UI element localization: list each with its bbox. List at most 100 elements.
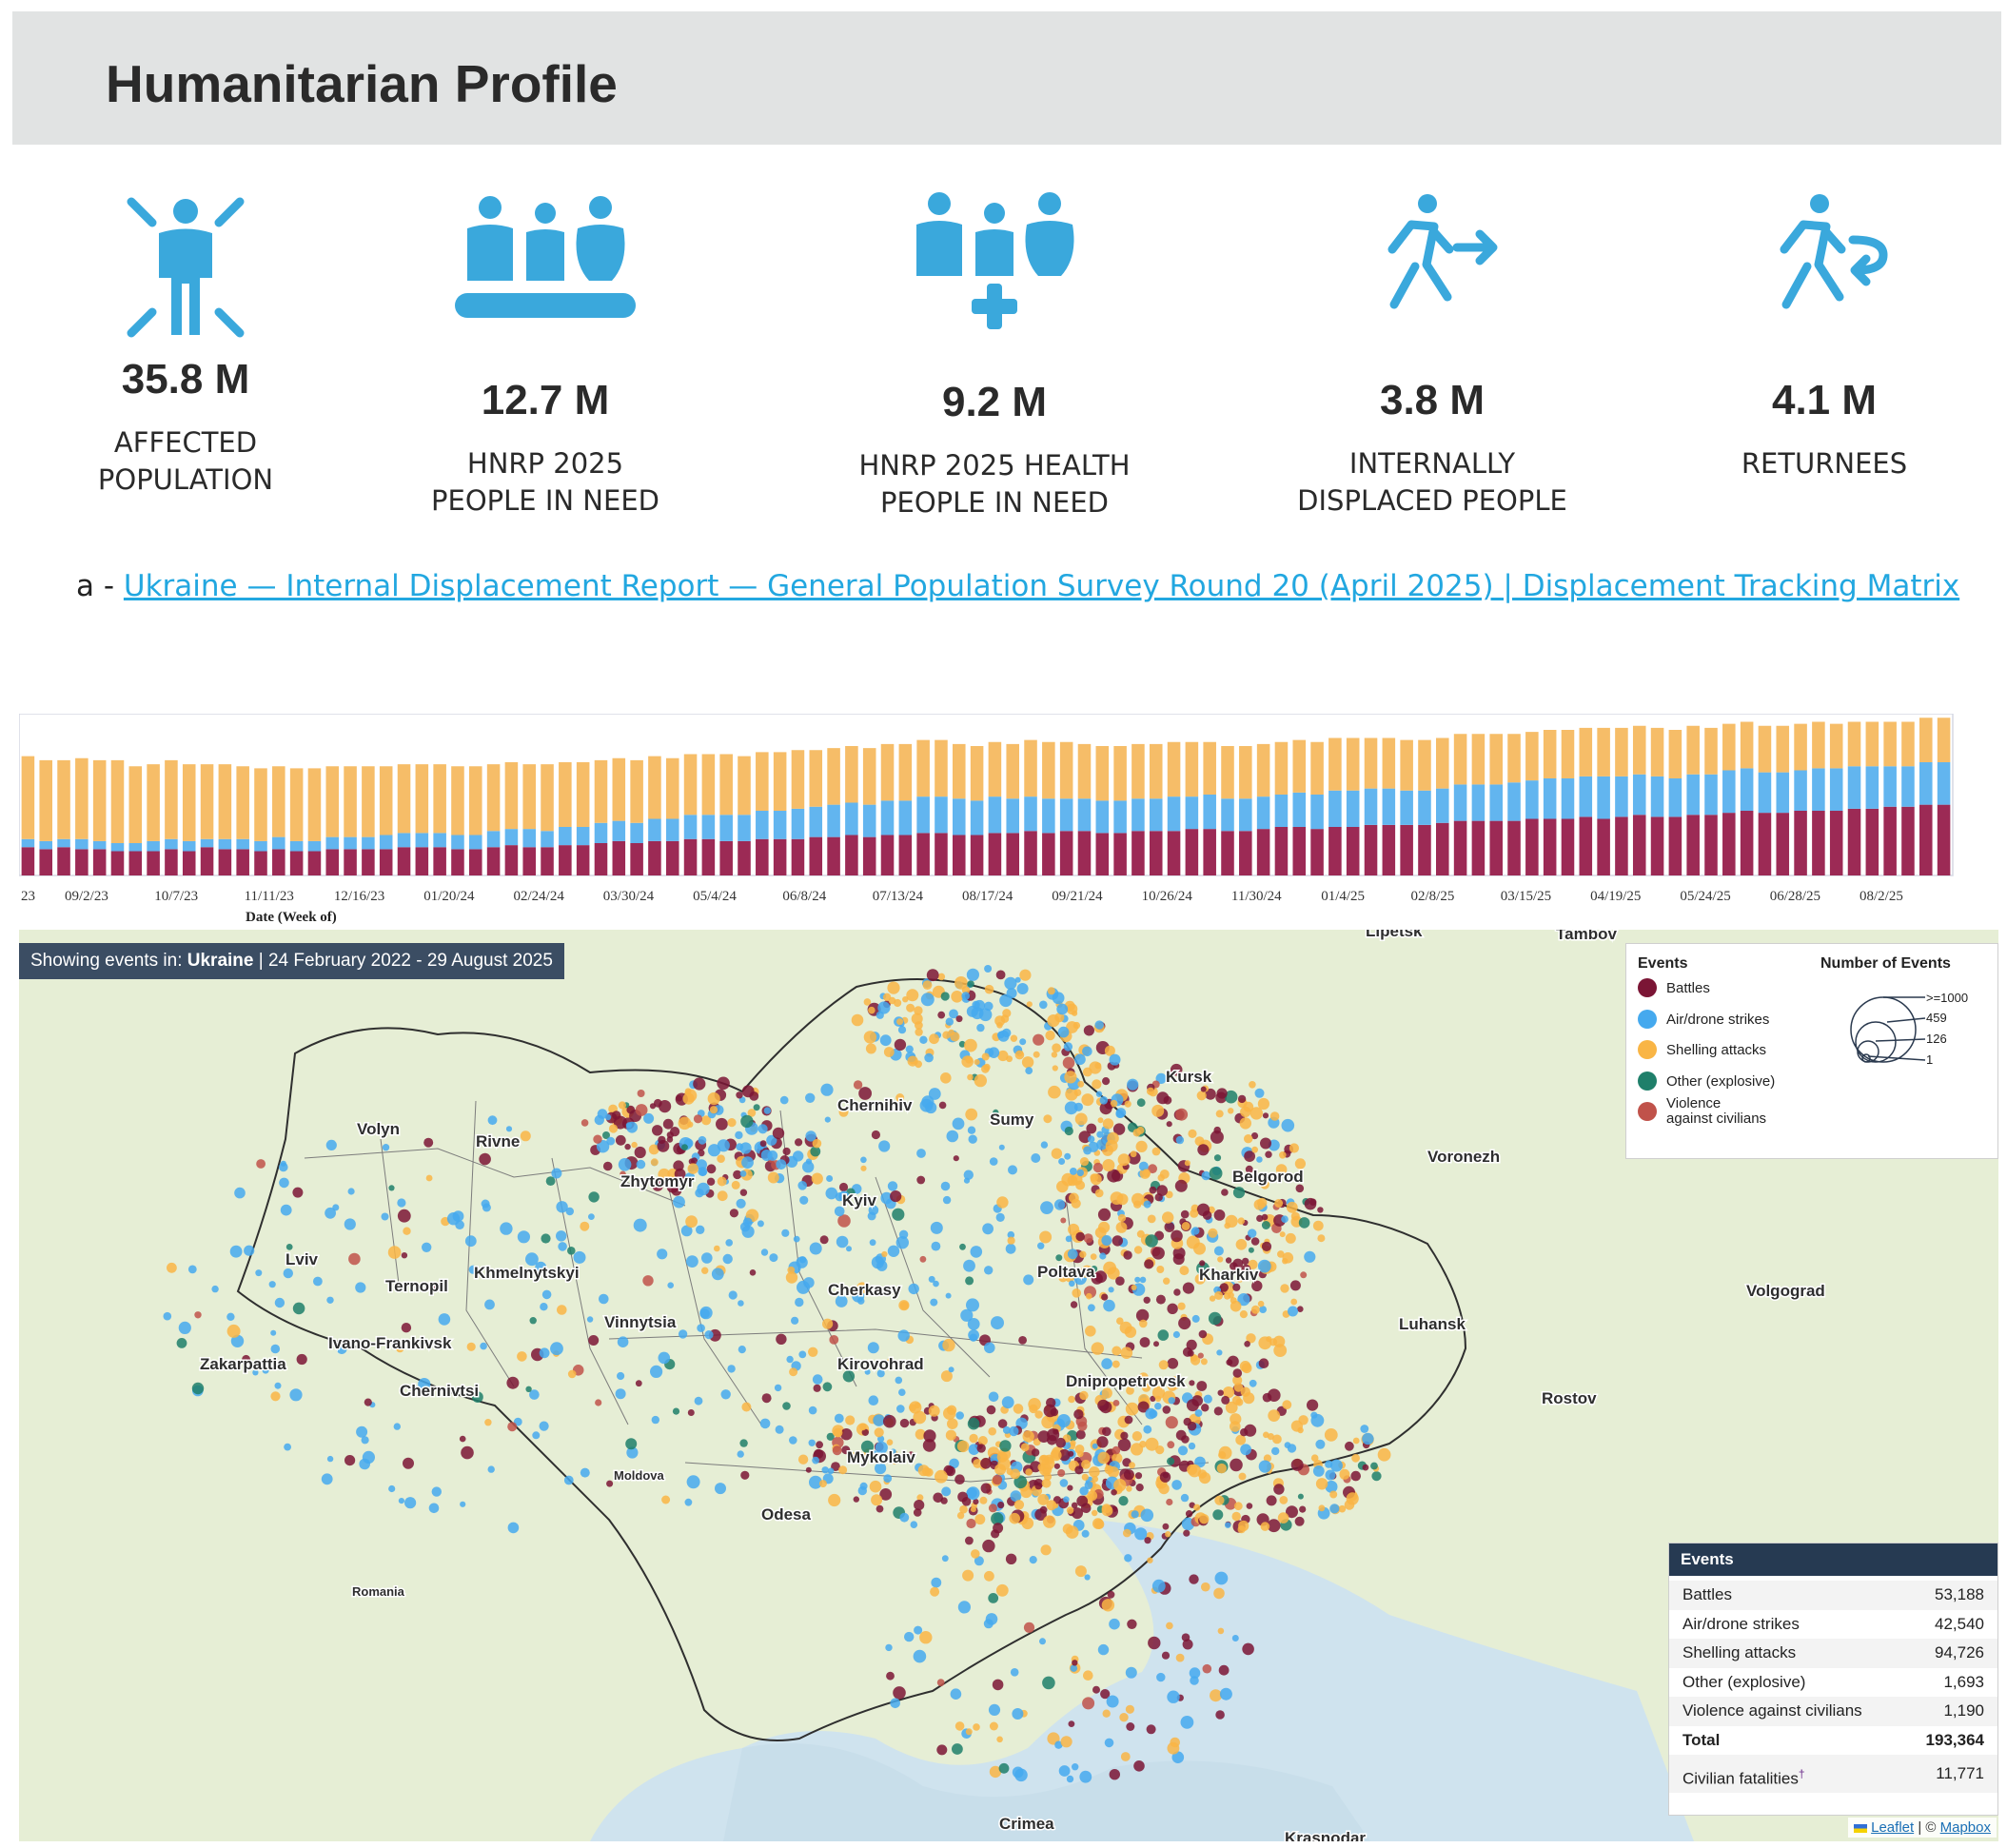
event-marker-battles[interactable] — [670, 1127, 680, 1137]
event-marker-shelling[interactable] — [1066, 1003, 1078, 1015]
event-marker-air-drone[interactable] — [809, 1242, 822, 1255]
event-marker-shelling[interactable] — [890, 1455, 900, 1465]
event-marker-shelling[interactable] — [1155, 1445, 1165, 1455]
event-marker-air-drone[interactable] — [966, 968, 979, 981]
event-marker-violence[interactable] — [853, 1080, 863, 1090]
event-marker-air-drone[interactable] — [686, 1255, 699, 1268]
event-marker-shelling[interactable] — [1167, 1741, 1180, 1755]
event-marker-shelling[interactable] — [863, 998, 872, 1006]
event-marker-other-explosive[interactable] — [952, 1743, 963, 1755]
event-marker-shelling[interactable] — [1237, 1217, 1246, 1225]
event-marker-shelling[interactable] — [822, 1318, 834, 1329]
event-marker-shelling[interactable] — [812, 1138, 822, 1149]
event-marker-shelling[interactable] — [1068, 1395, 1075, 1404]
event-marker-battles[interactable] — [1124, 1415, 1133, 1425]
event-marker-air-drone[interactable] — [284, 1443, 291, 1451]
event-marker-shelling[interactable] — [1312, 1220, 1324, 1231]
event-marker-shelling[interactable] — [1208, 1228, 1218, 1238]
event-marker-air-drone[interactable] — [464, 1235, 477, 1248]
event-marker-battles[interactable] — [1244, 1341, 1250, 1347]
event-marker-shelling[interactable] — [845, 1415, 856, 1425]
event-marker-battles[interactable] — [816, 1441, 823, 1449]
event-marker-air-drone[interactable] — [686, 1475, 700, 1489]
event-marker-shelling[interactable] — [1177, 1302, 1186, 1310]
event-marker-air-drone[interactable] — [535, 1261, 547, 1273]
event-marker-violence[interactable] — [1112, 1400, 1120, 1406]
event-marker-shelling[interactable] — [1082, 1067, 1092, 1077]
event-marker-air-drone[interactable] — [961, 992, 970, 1000]
event-marker-air-drone[interactable] — [955, 1411, 964, 1420]
event-marker-shelling[interactable] — [1010, 1034, 1018, 1042]
event-marker-air-drone[interactable] — [945, 1017, 954, 1026]
event-marker-shelling[interactable] — [1038, 1463, 1053, 1476]
event-marker-shelling[interactable] — [1248, 1259, 1258, 1269]
event-marker-shelling[interactable] — [1060, 1736, 1072, 1748]
event-marker-air-drone[interactable] — [793, 1150, 804, 1162]
event-marker-air-drone[interactable] — [930, 1298, 938, 1307]
event-marker-air-drone[interactable] — [558, 1242, 567, 1251]
event-marker-battles[interactable] — [423, 1137, 434, 1148]
event-marker-air-drone[interactable] — [1271, 1446, 1280, 1456]
event-marker-other-explosive[interactable] — [1208, 1311, 1222, 1326]
event-marker-shelling[interactable] — [1092, 1509, 1098, 1517]
event-marker-air-drone[interactable] — [826, 1175, 834, 1182]
event-marker-air-drone[interactable] — [796, 1256, 808, 1268]
event-marker-shelling[interactable] — [517, 1351, 527, 1362]
event-marker-shelling[interactable] — [1279, 1151, 1287, 1159]
event-marker-shelling[interactable] — [1129, 1462, 1135, 1469]
event-marker-battles[interactable] — [1115, 1276, 1125, 1286]
event-marker-battles[interactable] — [1242, 1257, 1249, 1266]
event-marker-air-drone[interactable] — [1284, 1442, 1291, 1448]
event-marker-shelling[interactable] — [1135, 1140, 1148, 1152]
event-marker-battles[interactable] — [965, 1536, 974, 1545]
event-marker-shelling[interactable] — [1231, 1511, 1241, 1522]
event-marker-violence[interactable] — [593, 1134, 602, 1144]
event-marker-shelling[interactable] — [971, 1549, 980, 1559]
event-marker-air-drone[interactable] — [1180, 1716, 1194, 1729]
event-marker-air-drone[interactable] — [255, 1269, 263, 1277]
event-marker-shelling[interactable] — [1249, 1107, 1264, 1120]
event-marker-air-drone[interactable] — [446, 1212, 461, 1226]
event-marker-shelling[interactable] — [1141, 1383, 1151, 1392]
event-marker-battles[interactable] — [1241, 1264, 1251, 1274]
event-marker-shelling[interactable] — [838, 1107, 849, 1117]
event-marker-shelling[interactable] — [828, 1493, 841, 1507]
event-marker-air-drone[interactable] — [933, 1280, 939, 1288]
event-marker-shelling[interactable] — [1092, 1079, 1102, 1090]
event-marker-air-drone[interactable] — [1191, 1227, 1200, 1235]
event-marker-battles[interactable] — [666, 1180, 679, 1193]
event-marker-air-drone[interactable] — [697, 1324, 705, 1332]
event-marker-battles[interactable] — [1153, 1341, 1159, 1347]
event-marker-air-drone[interactable] — [1249, 1379, 1257, 1387]
event-marker-shelling[interactable] — [1125, 1402, 1139, 1416]
event-marker-battles[interactable] — [955, 1015, 963, 1023]
event-marker-other-explosive[interactable] — [1298, 1217, 1310, 1229]
event-marker-shelling[interactable] — [1094, 1189, 1104, 1198]
event-marker-shelling[interactable] — [701, 1115, 712, 1126]
event-marker-air-drone[interactable] — [741, 1156, 754, 1169]
event-marker-air-drone[interactable] — [867, 1342, 879, 1354]
event-marker-battles[interactable] — [1127, 1619, 1137, 1629]
event-marker-air-drone[interactable] — [791, 1316, 799, 1325]
event-marker-shelling[interactable] — [833, 1427, 843, 1438]
event-marker-shelling[interactable] — [741, 1402, 752, 1412]
event-marker-shelling[interactable] — [1277, 1250, 1285, 1258]
event-marker-battles[interactable] — [1256, 1214, 1264, 1222]
event-marker-air-drone[interactable] — [397, 1198, 406, 1208]
event-marker-battles[interactable] — [995, 970, 1006, 980]
event-marker-battles[interactable] — [886, 1671, 895, 1681]
event-marker-shelling[interactable] — [1163, 1277, 1171, 1285]
event-marker-battles[interactable] — [602, 1161, 613, 1171]
event-marker-air-drone[interactable] — [963, 1259, 975, 1272]
event-marker-air-drone[interactable] — [313, 1276, 323, 1287]
event-marker-air-drone[interactable] — [808, 1439, 816, 1446]
event-marker-shelling[interactable] — [1239, 1361, 1251, 1372]
event-marker-shelling[interactable] — [1021, 1056, 1034, 1069]
event-marker-shelling[interactable] — [226, 1324, 241, 1338]
event-marker-shelling[interactable] — [964, 1038, 977, 1052]
event-marker-battles[interactable] — [729, 1209, 739, 1218]
event-marker-shelling[interactable] — [1218, 1445, 1232, 1460]
event-marker-air-drone[interactable] — [928, 1275, 935, 1283]
event-marker-battles[interactable] — [1075, 1231, 1085, 1242]
event-marker-air-drone[interactable] — [1189, 1667, 1201, 1679]
